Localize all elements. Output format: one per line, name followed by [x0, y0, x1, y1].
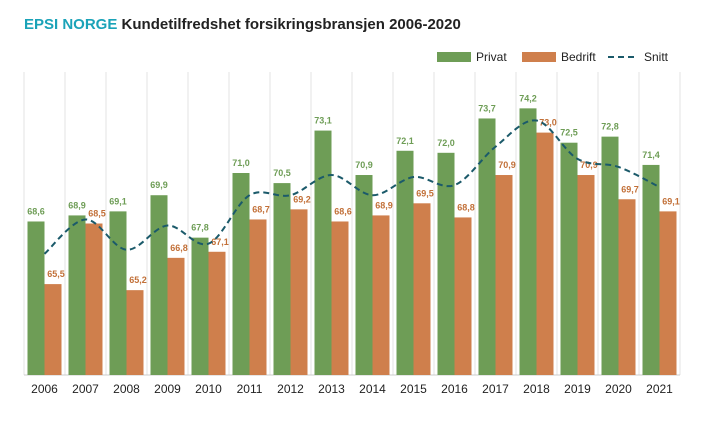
data-label-privat: 73,7	[478, 103, 496, 113]
data-label-privat: 72,8	[601, 122, 619, 132]
chart-title: EPSI NORGE Kundetilfredshet forsikringsb…	[24, 16, 461, 33]
data-label-privat: 72,0	[437, 138, 455, 148]
data-label-bedrift: 73,0	[539, 118, 557, 128]
chart-title-text: Kundetilfredshet forsikringsbransjen 200…	[121, 16, 461, 33]
data-label-bedrift: 68,9	[375, 200, 393, 210]
x-tick-label: 2020	[605, 382, 632, 396]
bar-privat	[191, 237, 209, 375]
data-label-privat: 69,1	[109, 196, 127, 206]
data-label-bedrift: 68,6	[334, 206, 352, 216]
data-label-privat: 71,4	[642, 150, 660, 160]
x-tick-label: 2007	[72, 382, 99, 396]
bar-privat	[355, 175, 373, 375]
brand-name: EPSI NORGE	[24, 16, 118, 33]
legend-label-privat: Privat	[476, 50, 507, 64]
data-label-privat: 67,8	[191, 223, 209, 233]
legend-swatch-privat	[437, 52, 471, 62]
bar-privat	[109, 211, 127, 375]
bar-bedrift	[413, 203, 431, 375]
data-label-bedrift: 69,5	[416, 188, 434, 198]
bar-privat	[437, 152, 455, 375]
bar-bedrift	[495, 175, 513, 375]
x-tick-label: 2015	[400, 382, 427, 396]
legend-swatch-bedrift	[522, 52, 556, 62]
data-label-bedrift: 69,2	[293, 194, 311, 204]
bar-bedrift	[577, 175, 595, 375]
x-tick-label: 2021	[646, 382, 673, 396]
bar-privat	[68, 215, 86, 375]
data-label-bedrift: 69,7	[621, 184, 639, 194]
bar-privat	[478, 118, 496, 376]
data-label-privat: 72,1	[396, 136, 414, 146]
x-tick-label: 2014	[359, 382, 386, 396]
x-tick-label: 2008	[113, 382, 140, 396]
bar-bedrift	[126, 290, 144, 375]
data-label-privat: 68,9	[68, 200, 86, 210]
series-line-snitt	[43, 119, 660, 255]
data-label-bedrift: 70,9	[580, 160, 598, 170]
bar-bedrift	[454, 217, 472, 375]
bar-privat	[273, 183, 291, 375]
x-tick-label: 2013	[318, 382, 345, 396]
bar-privat	[601, 136, 619, 375]
bar-bedrift	[331, 221, 349, 375]
bar-bedrift	[85, 223, 103, 375]
data-label-privat: 74,2	[519, 93, 537, 103]
x-tick-label: 2006	[31, 382, 58, 396]
data-label-privat: 72,5	[560, 128, 578, 138]
data-label-bedrift: 68,8	[457, 202, 475, 212]
x-tick-label: 2016	[441, 382, 468, 396]
bar-privat	[642, 164, 660, 375]
x-tick-label: 2019	[564, 382, 591, 396]
data-label-bedrift: 67,1	[211, 237, 229, 247]
x-tick-label: 2010	[195, 382, 222, 396]
data-label-bedrift: 68,7	[252, 204, 270, 214]
bar-privat	[27, 221, 45, 375]
data-label-privat: 68,6	[27, 206, 45, 216]
data-label-bedrift: 66,8	[170, 243, 188, 253]
bar-bedrift	[372, 215, 390, 375]
bar-bedrift	[208, 251, 226, 375]
bar-bedrift	[618, 199, 636, 375]
legend-label-bedrift: Bedrift	[561, 50, 596, 64]
x-tick-label: 2018	[523, 382, 550, 396]
bar-privat	[314, 130, 332, 375]
bar-privat	[519, 108, 537, 376]
bar-privat	[232, 173, 250, 375]
x-tick-label: 2012	[277, 382, 304, 396]
bar-privat	[150, 195, 168, 375]
bar-bedrift	[249, 219, 267, 375]
data-label-bedrift: 68,5	[88, 209, 106, 219]
data-label-bedrift: 69,1	[662, 196, 680, 206]
bar-bedrift	[44, 284, 62, 375]
data-label-privat: 70,9	[355, 160, 373, 170]
data-label-privat: 71,0	[232, 158, 250, 168]
data-label-bedrift: 65,5	[47, 269, 65, 279]
bar-bedrift	[536, 132, 554, 375]
data-label-privat: 70,5	[273, 168, 291, 178]
data-label-privat: 73,1	[314, 116, 332, 126]
bar-bedrift	[659, 211, 677, 375]
x-tick-label: 2017	[482, 382, 509, 396]
data-label-bedrift: 70,9	[498, 160, 516, 170]
bar-bedrift	[167, 257, 185, 375]
bar-bedrift	[290, 209, 308, 375]
x-tick-label: 2009	[154, 382, 181, 396]
data-label-bedrift: 65,2	[129, 275, 147, 285]
x-tick-label: 2011	[237, 382, 263, 396]
bar-privat	[560, 142, 578, 375]
data-label-privat: 69,9	[150, 180, 168, 190]
legend-label-snitt: Snitt	[644, 50, 669, 64]
bar-privat	[396, 150, 414, 375]
